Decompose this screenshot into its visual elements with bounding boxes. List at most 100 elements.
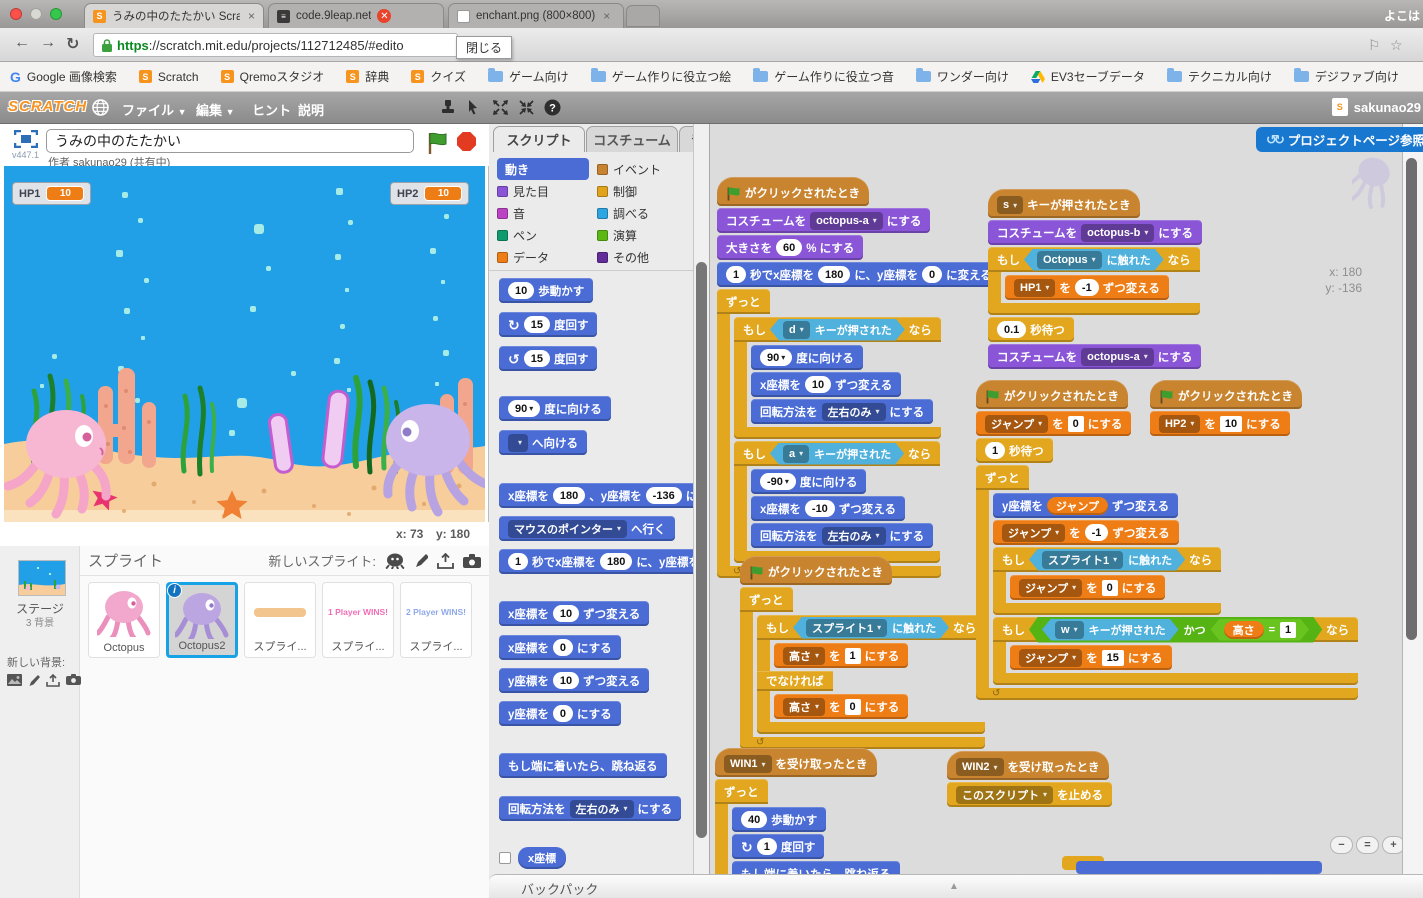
value-input[interactable]: 1: [726, 266, 747, 283]
backpack-bar[interactable]: バックパック ▲: [489, 874, 1423, 898]
c-block[interactable]: もし w ▾ キーが押された かつ 高さ = 1 なら ジャンプ ▾ を 15 にする: [993, 617, 1359, 685]
palette-block[interactable]: ▾ へ向ける: [499, 430, 588, 455]
zoom-out-button[interactable]: −: [1330, 836, 1353, 854]
dropdown-select[interactable]: ジャンプ ▾: [985, 414, 1049, 433]
forward-button[interactable]: →: [40, 34, 56, 51]
dropdown-select[interactable]: 左右のみ ▾: [821, 526, 886, 545]
hat-block[interactable]: WIN2 ▾ を受け取ったとき: [947, 751, 1109, 780]
bookmark-item[interactable]: S Qremoスタジオ: [220, 68, 324, 85]
user-account[interactable]: S sakunao29: [1331, 98, 1421, 116]
boolean-condition[interactable]: Octopus ▾ に触れた: [1024, 249, 1164, 271]
c-block[interactable]: もし スプライト1 ▾ に触れた なら ジャンプ ▾ を 0 にする: [993, 547, 1222, 615]
dropdown-select[interactable]: 左右のみ ▾: [821, 402, 886, 421]
stop-button[interactable]: [457, 132, 476, 151]
stack-block[interactable]: コスチュームを octopus-a ▾ にする: [717, 208, 931, 233]
camera-sprite-icon[interactable]: [463, 553, 481, 568]
palette-block[interactable]: y座標を 10 ずつ変える: [499, 668, 650, 693]
dropdown-select[interactable]: マウスのポインター ▾: [508, 519, 628, 538]
palette-block[interactable]: 回転方法を 左右のみ ▾ にする: [499, 796, 682, 821]
boolean-condition[interactable]: 高さ = 1: [1211, 619, 1310, 641]
category-調べる[interactable]: 調べる: [597, 202, 697, 224]
palette-block[interactable]: マウスのポインター ▾ へ行く: [499, 516, 675, 541]
project-page-button[interactable]: ↺↻ プロジェクトページ参照: [1256, 127, 1423, 152]
zoom-in-button[interactable]: +: [1382, 836, 1402, 854]
value-input[interactable]: 0: [1101, 579, 1118, 596]
variable-monitor[interactable]: HP1 10: [12, 182, 92, 205]
menu-1[interactable]: ファイル ▼: [122, 103, 187, 118]
stack-block[interactable]: HP1 ▾ を -1 ずつ変える: [1005, 275, 1169, 300]
c-block-header[interactable]: ずっと: [976, 465, 1029, 490]
dropdown-select[interactable]: このスクリプト ▾: [956, 785, 1054, 804]
palette-block[interactable]: x座標を 0 にする: [499, 635, 621, 660]
value-input[interactable]: 0: [552, 639, 574, 656]
monitor-checkbox[interactable]: [499, 852, 511, 864]
stack-block[interactable]: 1 秒でx座標を 180 に、y座標を 0 に変える: [717, 262, 1001, 287]
flag-page-icon[interactable]: ⚐: [1368, 37, 1381, 53]
dropdown-select[interactable]: HP1 ▾: [1014, 278, 1056, 297]
c-block-header[interactable]: ずっと: [740, 587, 793, 612]
browser-tab[interactable]: S うみの中のたたかい Scratch ×: [84, 3, 264, 28]
stack-block[interactable]: x座標を 10 ずつ変える: [751, 372, 902, 397]
c-block[interactable]: もし Octopus ▾ に触れた なら HP1 ▾ を -1 ずつ変える: [988, 247, 1200, 315]
reload-button[interactable]: ↻: [66, 36, 80, 53]
value-input[interactable]: 90 ▾: [760, 349, 793, 366]
stack-block[interactable]: 0.1 秒待つ: [988, 317, 1074, 342]
variable-reporter[interactable]: 高さ: [1224, 621, 1264, 639]
script-stack[interactable]: がクリックされたとき ジャンプ ▾ を 0 にする 1 秒待つ ずっと y座標を ジャンプ ずつ変える…: [976, 380, 1359, 700]
stack-block[interactable]: 大きさを 60% にする: [717, 235, 864, 260]
dropdown-select[interactable]: s ▾: [997, 196, 1024, 214]
stack-block[interactable]: -90 ▾ 度に向ける: [751, 469, 867, 494]
shrink-sprite-icon[interactable]: [518, 99, 535, 116]
sprite-card[interactable]: i Octopus2: [166, 582, 238, 658]
dropdown-select[interactable]: ジャンプ ▾: [1002, 523, 1066, 542]
stack-block[interactable]: ジャンプ ▾ を 15 にする: [1010, 645, 1172, 670]
language-globe-icon[interactable]: [92, 99, 109, 116]
value-input[interactable]: 15: [1101, 649, 1124, 666]
value-input[interactable]: 60: [776, 239, 803, 256]
category-音[interactable]: 音: [497, 202, 597, 224]
bookmark-item[interactable]: テクニカル向け: [1166, 68, 1272, 85]
bookmark-item[interactable]: S Scratch: [138, 70, 199, 84]
value-input[interactable]: -1: [1074, 279, 1099, 296]
c-block[interactable]: もし a ▾ キーが押された なら -90 ▾ 度に向ける x座標を -10 ずつ変える 回転方法を左…: [734, 441, 941, 563]
sprite-card[interactable]: 1 Player WINS! スプライ...: [322, 582, 394, 658]
dropdown-select[interactable]: w ▾: [1055, 621, 1084, 639]
bookmark-item[interactable]: S 辞典: [346, 68, 389, 85]
dropdown-select[interactable]: 左右のみ ▾: [569, 799, 634, 818]
dropdown-select[interactable]: d ▾: [783, 321, 810, 339]
bookmark-item[interactable]: ゲーム向け: [487, 68, 569, 85]
dropdown-select[interactable]: スプライト1 ▾: [806, 619, 887, 637]
c-block[interactable]: もし スプライト1 ▾ に触れた なら 高さ ▾ を 1 にする でなければ 高さ ▾ を 0 にする: [757, 615, 986, 734]
stack-block[interactable]: 高さ ▾ を 0 にする: [774, 694, 909, 719]
value-input[interactable]: 1: [985, 442, 1006, 459]
stack-block[interactable]: 回転方法を 左右のみ ▾ にする: [751, 399, 934, 424]
stack-block[interactable]: 高さ ▾ を 1 にする: [774, 643, 909, 668]
c-block-header[interactable]: もし d ▾ キーが押された なら: [734, 317, 941, 342]
variable-monitor[interactable]: HP2 10: [390, 182, 470, 205]
stack-block[interactable]: x座標を -10 ずつ変える: [751, 496, 905, 521]
dropdown-select[interactable]: Octopus ▾: [1037, 251, 1102, 269]
value-input[interactable]: 1: [1280, 622, 1296, 638]
bookmark-item[interactable]: ワンダー向け: [915, 68, 1009, 85]
category-ペン[interactable]: ペン: [497, 224, 597, 246]
value-input[interactable]: 10: [552, 605, 580, 622]
dropdown-select[interactable]: octopus-b ▾: [1081, 223, 1155, 242]
dropdown-select[interactable]: WIN1 ▾: [724, 755, 772, 773]
dropdown-select[interactable]: ▾: [508, 433, 529, 452]
c-block-header[interactable]: ずっと: [715, 779, 768, 804]
c-block-header[interactable]: もし Octopus ▾ に触れた なら: [988, 247, 1200, 272]
category-演算[interactable]: 演算: [597, 224, 697, 246]
value-input[interactable]: 1: [508, 553, 529, 570]
sprite-card[interactable]: Octopus: [88, 582, 160, 658]
camera-backdrop-icon[interactable]: [66, 674, 81, 685]
value-input[interactable]: 0: [552, 705, 574, 722]
value-input[interactable]: 15: [523, 316, 550, 333]
back-button[interactable]: ←: [14, 34, 30, 51]
bookmark-item[interactable]: ゲーム作りに役立つ音: [753, 68, 894, 85]
stack-block[interactable]: ↻ 1 度回す: [732, 834, 825, 859]
tab-スクリプト[interactable]: スクリプト: [493, 126, 585, 152]
c-block[interactable]: ずっと y座標を ジャンプ ずつ変える ジャンプ ▾ を -1 ずつ変える もし スプライト1 ▾ に触…: [976, 465, 1359, 700]
palette-block[interactable]: もし端に着いたら、跳ね返る: [499, 753, 667, 778]
value-input[interactable]: 10: [1219, 415, 1243, 432]
